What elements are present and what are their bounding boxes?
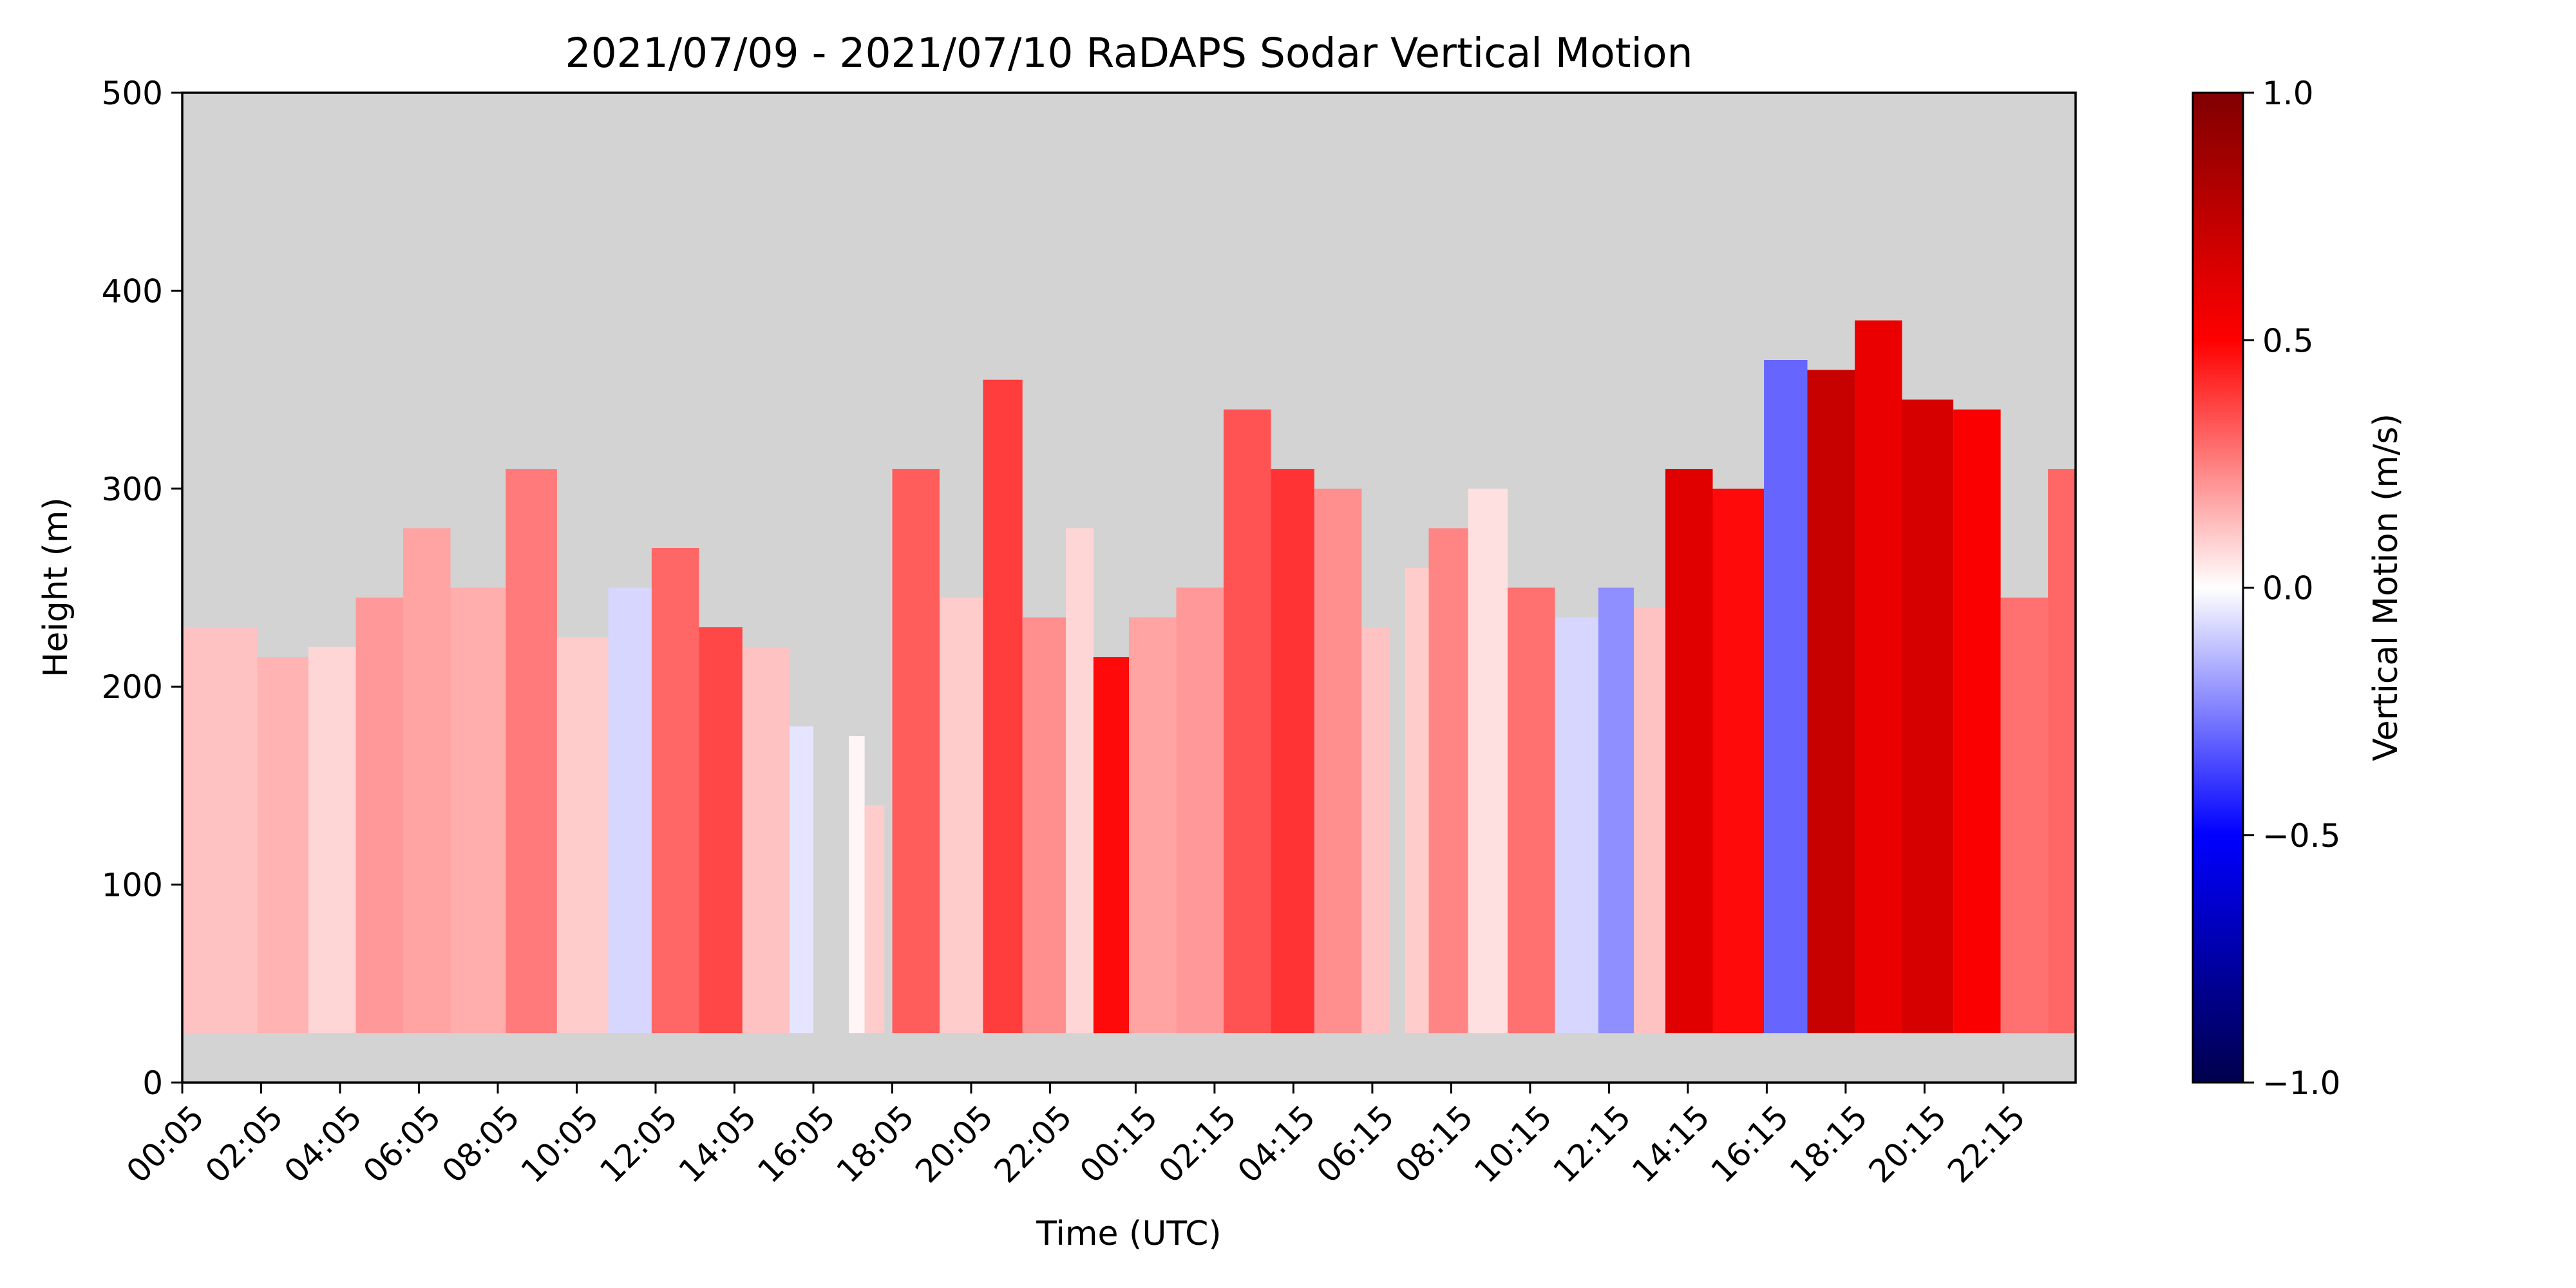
- heatmap-column: [1764, 360, 1808, 1034]
- x-tick-label: 20:15: [1862, 1098, 1954, 1190]
- heatmap-column: [1468, 488, 1508, 1034]
- heatmap-column: [1855, 320, 1902, 1034]
- heatmap-column: [1405, 567, 1429, 1034]
- heatmap-column: [651, 548, 699, 1034]
- heatmap-column: [257, 657, 308, 1034]
- heatmap-cells: [182, 320, 2076, 1034]
- heatmap-column: [403, 528, 451, 1034]
- heatmap-column: [506, 469, 557, 1034]
- x-tick-label: 08:15: [1388, 1098, 1481, 1190]
- heatmap-column: [1271, 469, 1314, 1034]
- colorbar-label: Vertical Motion (m/s): [2367, 413, 2405, 761]
- colorbar-tick-label: −0.5: [2262, 817, 2340, 855]
- y-axis: 0 100 200 300 400 500: [102, 75, 182, 1102]
- y-tick-label: 400: [102, 272, 163, 310]
- x-tick-label: 00:15: [1073, 1098, 1165, 1190]
- x-axis-label: Time (UTC): [1036, 1215, 1221, 1253]
- x-tick-label: 16:05: [750, 1098, 842, 1190]
- heatmap-column: [1066, 528, 1094, 1034]
- x-tick-label: 02:15: [1151, 1098, 1244, 1190]
- x-tick-label: 18:15: [1783, 1098, 1875, 1190]
- x-tick-label: 04:05: [277, 1098, 369, 1190]
- x-tick-label: 12:05: [592, 1098, 685, 1190]
- x-tick-label: 22:15: [1940, 1098, 2032, 1190]
- x-tick-label: 14:05: [672, 1098, 764, 1190]
- heatmap-column: [983, 379, 1023, 1034]
- y-axis-label: Height (m): [37, 497, 75, 677]
- x-tick-label: 06:05: [356, 1098, 448, 1190]
- heatmap-column: [1555, 617, 1598, 1034]
- y-tick-label: 0: [142, 1065, 163, 1102]
- x-tick-label: 06:15: [1309, 1098, 1401, 1190]
- colorbar-tick-label: 0.0: [2262, 570, 2314, 607]
- x-tick-label: 00:05: [119, 1098, 211, 1190]
- x-tick-label: 04:15: [1231, 1098, 1323, 1190]
- heatmap-column: [1022, 617, 1066, 1034]
- heatmap-column: [1807, 370, 1855, 1034]
- heatmap-column: [1953, 409, 2001, 1034]
- heatmap-column: [1314, 488, 1362, 1034]
- heatmap-column: [790, 726, 814, 1034]
- heatmap-column: [1176, 587, 1224, 1034]
- x-tick-label: 10:05: [514, 1098, 606, 1190]
- heatmap-column: [1093, 657, 1129, 1034]
- heatmap-column: [1712, 488, 1765, 1034]
- heatmap-column: [849, 736, 865, 1034]
- y-tick-label: 200: [102, 668, 163, 706]
- heatmap-column: [2000, 597, 2049, 1034]
- heatmap-column: [1224, 409, 1271, 1034]
- heatmap-column: [1634, 607, 1665, 1034]
- y-tick-label: 500: [102, 75, 163, 112]
- x-tick-label: 08:05: [435, 1098, 527, 1190]
- x-tick-label: 10:15: [1467, 1098, 1559, 1190]
- heatmap-column: [1129, 617, 1177, 1034]
- heatmap-column: [308, 647, 356, 1034]
- x-tick-label: 14:15: [1625, 1098, 1717, 1190]
- heatmap-column: [355, 597, 403, 1034]
- heatmap-column: [2048, 469, 2076, 1034]
- colorbar-tick-label: 0.5: [2262, 322, 2314, 359]
- heatmap-column: [1428, 528, 1468, 1034]
- heatmap-column: [892, 469, 940, 1034]
- colorbar-axis: −1.0 −0.5 0.0 0.5 1.0: [2243, 75, 2340, 1102]
- y-tick-label: 300: [102, 471, 163, 508]
- y-tick-label: 100: [102, 867, 163, 904]
- x-tick-label: 12:15: [1546, 1098, 1638, 1190]
- chart-title: 2021/07/09 - 2021/07/10 RaDAPS Sodar Ver…: [565, 30, 1692, 77]
- colorbar-tick-label: −1.0: [2262, 1065, 2340, 1102]
- x-axis: 00:0502:0504:0506:0508:0510:0512:0514:05…: [119, 1083, 2032, 1190]
- colorbar: [2192, 91, 2244, 1084]
- heatmap-column: [699, 627, 743, 1034]
- heatmap-column: [1902, 399, 1954, 1034]
- x-tick-label: 22:05: [987, 1098, 1079, 1190]
- heatmap-column: [556, 637, 609, 1034]
- x-tick-label: 18:05: [829, 1098, 922, 1190]
- x-tick-label: 02:05: [198, 1098, 290, 1190]
- heatmap-column: [742, 647, 790, 1034]
- heatmap-column: [1598, 587, 1634, 1034]
- heatmap-column: [864, 805, 885, 1034]
- heatmap-column: [940, 597, 983, 1034]
- heatmap-column: [182, 627, 258, 1034]
- x-tick-label: 16:15: [1704, 1098, 1796, 1190]
- plot-frame: [181, 91, 2077, 1084]
- heatmap-column: [1361, 627, 1390, 1034]
- heatmap-column: [608, 587, 652, 1034]
- heatmap-column: [450, 587, 506, 1034]
- heatmap-column: [1665, 469, 1713, 1034]
- heatmap-column: [1508, 587, 1555, 1034]
- colorbar-tick-label: 1.0: [2262, 75, 2314, 112]
- x-tick-label: 20:05: [908, 1098, 1000, 1190]
